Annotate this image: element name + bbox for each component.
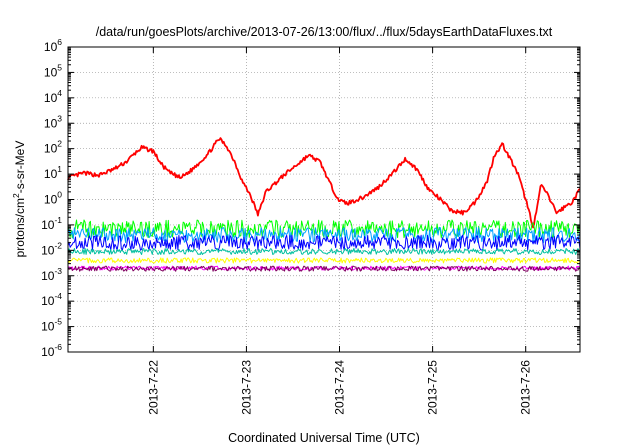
- series-line: [67, 265, 581, 271]
- grid: [68, 47, 580, 352]
- y-tick-label: 103: [44, 113, 62, 130]
- y-tick-label: 105: [44, 62, 62, 79]
- y-tick-label: 100: [44, 190, 62, 207]
- y-tick-label: 10-4: [41, 291, 62, 308]
- series-line: [67, 226, 581, 244]
- y-tick-label: 10-1: [41, 215, 62, 232]
- x-tick-label: 2013-7-26: [519, 360, 533, 415]
- series-line: [67, 234, 581, 251]
- series-line: [67, 265, 581, 272]
- series-line: [67, 257, 581, 264]
- y-tick-label: 10-5: [41, 317, 62, 334]
- y-axis-ticks: 10-6 10-5 10-4 10-3 10-2 10-1 100 101 102 103 104 1…: [41, 37, 580, 359]
- y-tick-label: 106: [44, 37, 62, 54]
- x-tick-label: 2013-7-25: [426, 360, 440, 415]
- x-tick-label: 2013-7-23: [239, 360, 253, 415]
- y-tick-label: 10-2: [41, 240, 62, 257]
- y-tick-label: 101: [44, 164, 62, 181]
- x-axis-ticks: 2013-7-22 2013-7-23 2013-7-24 2013-7-25 2013…: [146, 47, 533, 415]
- y-tick-label: 10-6: [41, 342, 62, 359]
- x-tick-label: 2013-7-24: [333, 360, 347, 415]
- y-tick-label: 104: [44, 88, 62, 105]
- y-tick-label: 10-3: [41, 266, 62, 283]
- chart-title: /data/run/goesPlots/archive/2013-07-26/1…: [96, 25, 553, 39]
- x-tick-label: 2013-7-22: [146, 360, 160, 415]
- y-axis-label: protons/cm2-s-sr-MeV: [11, 141, 27, 258]
- series-line: [67, 247, 581, 255]
- y-tick-label: 102: [44, 139, 62, 156]
- series-group: [67, 137, 581, 272]
- series-line: [67, 137, 581, 229]
- x-axis-label: Coordinated Universal Time (UTC): [228, 431, 420, 445]
